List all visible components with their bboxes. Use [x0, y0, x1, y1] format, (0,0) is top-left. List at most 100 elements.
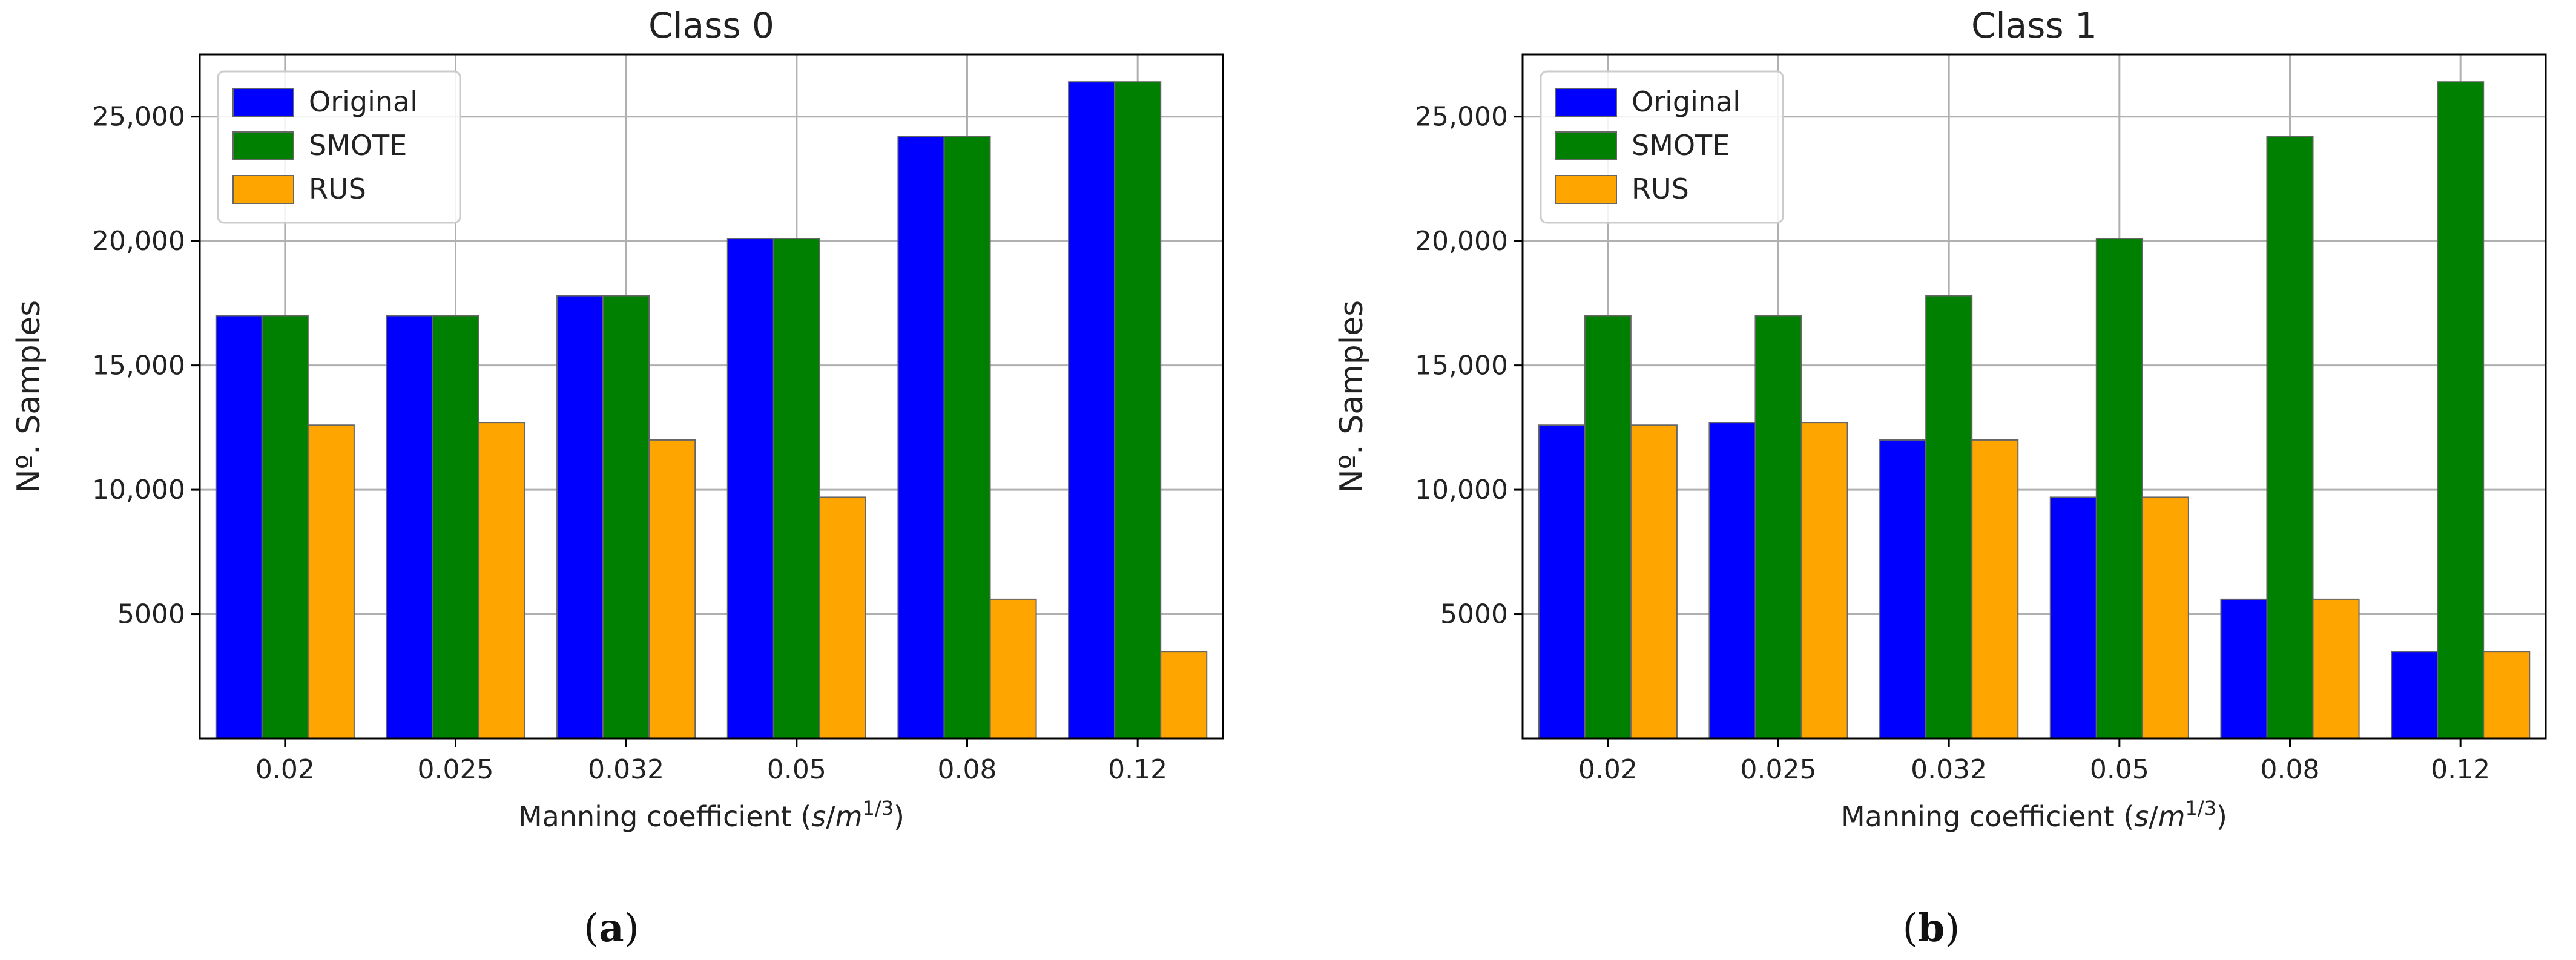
plot-frame — [199, 53, 1224, 740]
bar-rus-0.12 — [2483, 651, 2531, 739]
legend-label: SMOTE — [1632, 129, 1730, 162]
x-axis-label-part: ) — [2216, 800, 2227, 833]
panel-label-part: ) — [624, 906, 639, 951]
x-tick-label: 0.032 — [588, 754, 664, 785]
x-tick-label: 0.032 — [1911, 754, 1987, 785]
x-axis-label-part: s — [811, 800, 826, 833]
x-axis-label-part: Manning coefficient ( — [1841, 800, 2134, 833]
chart-title: Class 0 — [648, 5, 774, 46]
x-axis-label-part: ) — [894, 800, 904, 833]
bar-smote-0.12 — [2437, 81, 2485, 740]
legend: Original SMOTE RUS — [217, 70, 461, 224]
bar-rus-0.05 — [819, 496, 866, 739]
y-tick-label: 10,000 — [1415, 475, 1508, 505]
legend-label: SMOTE — [309, 129, 407, 162]
x-tick-label: 0.02 — [255, 754, 315, 785]
y-tick-label: 25,000 — [92, 102, 185, 133]
bar-original-0.05 — [726, 238, 774, 739]
bar-smote-0.08 — [943, 136, 991, 740]
bar-rus-0.025 — [1800, 422, 1848, 739]
bar-smote-0.02 — [1584, 315, 1632, 739]
chart-title: Class 1 — [1971, 5, 2097, 46]
y-tick-label: 20,000 — [92, 226, 185, 257]
x-tick-label: 0.12 — [2431, 754, 2490, 785]
bar-rus-0.032 — [1971, 439, 2019, 740]
bar-smote-0.05 — [2095, 238, 2143, 739]
bar-original-0.025 — [1708, 422, 1756, 739]
legend-swatch-smote — [1555, 131, 1617, 160]
legend-label: RUS — [1632, 173, 1689, 205]
x-axis-label-part: 1/3 — [863, 797, 894, 820]
bar-smote-0.12 — [1114, 81, 1162, 740]
y-axis-label: Nº. Samples — [1334, 300, 1370, 493]
chart-panel-b: 5000 10,000 15,000 20,000 25,000 0.02 0.025 0.0… — [1334, 5, 2547, 951]
bar-smote-0.02 — [261, 315, 309, 739]
bar-original-0.025 — [386, 315, 433, 739]
y-tick-label: 25,000 — [1415, 102, 1508, 133]
legend-label: Original — [1632, 85, 1741, 118]
bar-smote-0.032 — [1925, 295, 1973, 739]
x-axis-label-part: 1/3 — [2186, 797, 2217, 820]
x-tick-label: 0.08 — [2261, 754, 2320, 785]
bar-smote-0.05 — [772, 238, 820, 739]
y-tick-label: 15,000 — [92, 350, 185, 381]
legend: Original SMOTE RUS — [1540, 70, 1784, 224]
bar-original-0.05 — [2049, 496, 2097, 739]
bar-original-0.12 — [2391, 651, 2439, 739]
y-axis-label: Nº. Samples — [11, 300, 47, 493]
bar-rus-0.05 — [2141, 496, 2189, 739]
bar-rus-0.025 — [478, 422, 525, 739]
bar-original-0.02 — [1538, 424, 1586, 739]
bar-original-0.08 — [897, 136, 945, 740]
x-tick-label: 0.05 — [2090, 754, 2149, 785]
bar-rus-0.08 — [989, 598, 1037, 740]
bar-rus-0.02 — [307, 424, 355, 739]
panel-label: (b) — [1903, 906, 1960, 951]
x-axis-label: Manning coefficient (s/m1/3) — [518, 797, 904, 833]
x-axis-label-part: / — [826, 800, 835, 833]
bar-smote-0.032 — [602, 295, 650, 739]
legend-swatch-rus — [1555, 175, 1617, 204]
legend-swatch-rus — [232, 175, 294, 204]
x-tick-label: 0.12 — [1108, 754, 1167, 785]
bar-smote-0.025 — [1754, 315, 1802, 739]
panel-label: (a) — [584, 906, 639, 951]
x-tick-label: 0.025 — [1741, 754, 1817, 785]
legend-label: Original — [309, 85, 418, 118]
legend-label: RUS — [309, 173, 366, 205]
x-tick-label: 0.05 — [767, 754, 826, 785]
y-tick-label: 15,000 — [1415, 350, 1508, 381]
bar-original-0.08 — [2220, 598, 2268, 740]
x-axis-label-part: / — [2149, 800, 2158, 833]
x-axis-label-part: m — [2158, 800, 2186, 833]
bar-rus-0.032 — [648, 439, 696, 740]
panel-label-part: ) — [1945, 906, 1960, 951]
bar-original-0.032 — [1879, 439, 1927, 740]
bar-smote-0.025 — [432, 315, 479, 739]
panel-label-part: a — [599, 906, 624, 951]
bar-rus-0.12 — [1160, 651, 1208, 739]
y-tick-label: 20,000 — [1415, 226, 1508, 257]
x-tick-label: 0.02 — [1578, 754, 1638, 785]
bar-smote-0.08 — [2266, 136, 2314, 740]
y-tick-label: 5000 — [117, 599, 185, 630]
chart-panel-a: 5000 10,000 15,000 20,000 25,000 0.02 0.025 0.0… — [11, 5, 1224, 951]
legend-swatch-original — [232, 88, 294, 117]
x-axis-label: Manning coefficient (s/m1/3) — [1841, 797, 2227, 833]
panel-label-part: b — [1918, 906, 1945, 951]
y-tick-label: 10,000 — [92, 475, 185, 505]
bar-rus-0.02 — [1630, 424, 1678, 739]
x-axis-label-part: s — [2134, 800, 2149, 833]
x-tick-label: 0.08 — [938, 754, 997, 785]
plot-frame — [1521, 53, 2547, 740]
panel-label-part: ( — [1903, 906, 1918, 951]
bar-original-0.12 — [1068, 81, 1116, 740]
x-axis-label-part: Manning coefficient ( — [518, 800, 811, 833]
x-tick-label: 0.025 — [418, 754, 494, 785]
bar-original-0.032 — [556, 295, 604, 739]
y-tick-label: 5000 — [1440, 599, 1508, 630]
x-axis-label-part: m — [835, 800, 863, 833]
panel-label-part: ( — [584, 906, 599, 951]
legend-swatch-original — [1555, 88, 1617, 117]
